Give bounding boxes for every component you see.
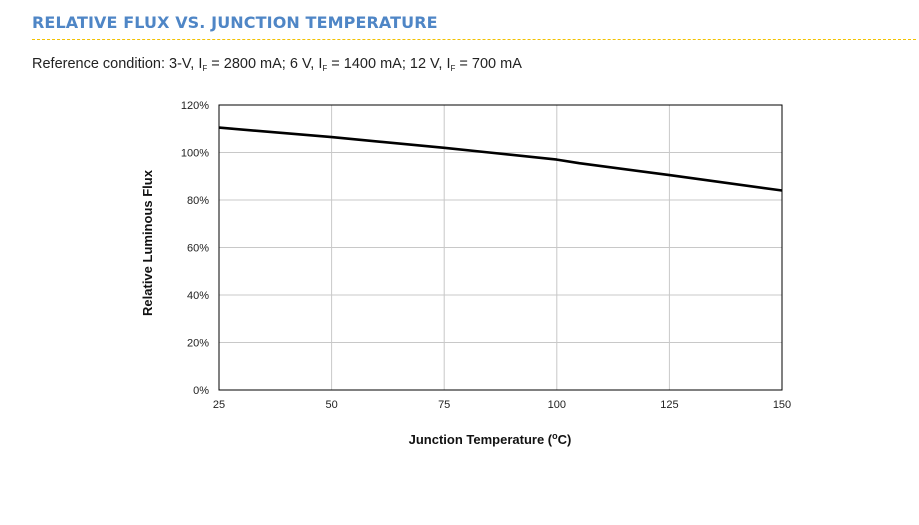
flux-series-line [218,126,783,192]
x-axis-title-unit: C) [558,432,572,447]
reference-part-3: = 1400 mA; 12 V, I [327,56,451,72]
series-layer [218,126,783,192]
y-tick-label: 20% [187,338,209,350]
reference-subscript-1: F [202,64,208,73]
y-axis-tick-labels: 0% 20% 40% 60% 80% 100% 120% [181,100,209,397]
page-title: RELATIVE FLUX VS. JUNCTION TEMPERATURE [32,13,438,32]
x-axis-title-text: Junction Temperature ( [409,432,553,447]
y-tick-label: 80% [187,195,209,207]
x-axis-title: Junction Temperature (oC) [409,431,572,447]
x-axis-tick-labels: 25 50 75 100 125 150 [213,399,791,411]
reference-part-4: = 700 mA [455,56,522,72]
x-tick-label: 125 [660,399,678,411]
x-axis-title-degree: o [552,431,558,441]
plot-area-border [218,104,783,391]
x-tick-label: 50 [325,399,337,411]
reference-part-2: = 2800 mA; 6 V, I [207,56,323,72]
y-tick-label: 60% [187,243,209,255]
y-axis-title: Relative Luminous Flux [140,169,155,316]
x-tick-label: 150 [773,399,791,411]
y-tick-label: 0% [193,385,209,397]
x-tick-label: 75 [438,399,450,411]
reference-prefix: Reference condition: 3-V, I [32,56,203,72]
reference-subscript-3: F [450,64,456,73]
y-tick-label: 40% [187,290,209,302]
reference-condition: Reference condition: 3-V, IF = 2800 mA; … [32,56,522,73]
y-tick-label: 100% [181,148,209,160]
x-tick-label: 100 [548,399,566,411]
y-tick-label: 120% [181,100,209,112]
title-divider [32,39,916,40]
grid-lines [218,104,783,391]
reference-subscript-2: F [322,64,328,73]
x-tick-label: 25 [213,399,225,411]
